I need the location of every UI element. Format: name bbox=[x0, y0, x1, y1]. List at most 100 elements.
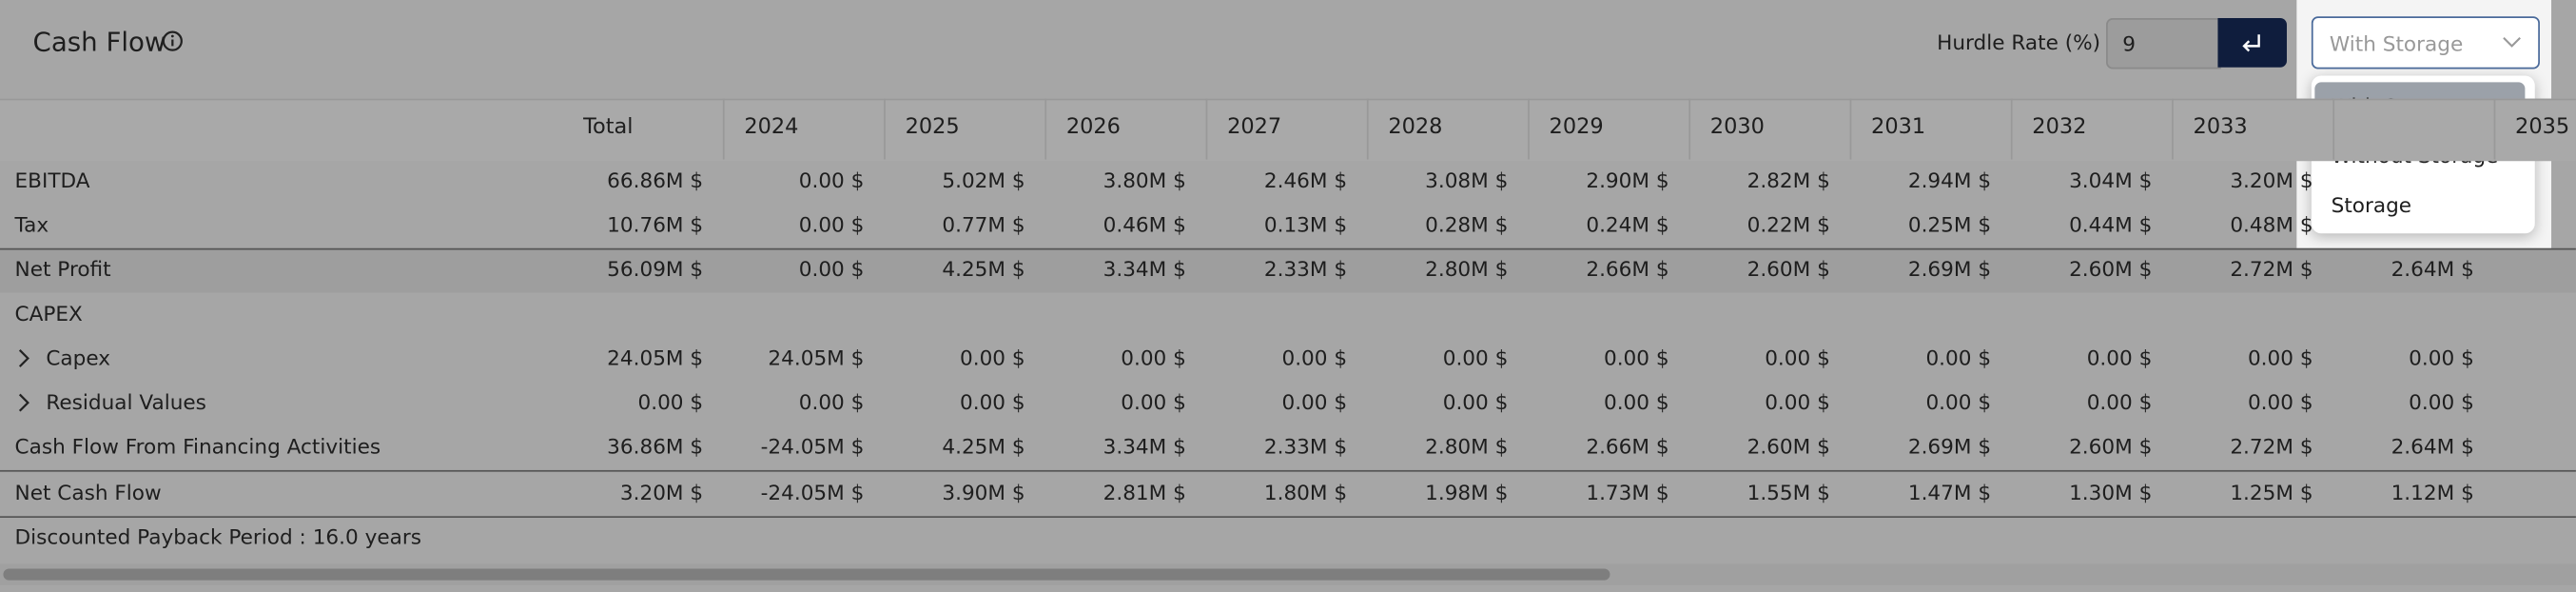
cell-value: 3.80M $ bbox=[1103, 168, 1186, 193]
cell-value: 3.20M $ bbox=[2230, 168, 2313, 193]
row-label: Residual Values bbox=[46, 389, 206, 415]
column-header: 2031 bbox=[1871, 114, 1926, 140]
cell-value: 2.64M $ bbox=[2391, 433, 2474, 459]
column-separator bbox=[2332, 98, 2335, 160]
enter-icon bbox=[2242, 34, 2260, 52]
scrollbar-track bbox=[0, 563, 2576, 585]
cell-value: 0.22M $ bbox=[1747, 211, 1830, 237]
cell-value: 10.76M $ bbox=[607, 211, 704, 237]
cell-value: 4.25M $ bbox=[942, 433, 1025, 459]
column-separator bbox=[722, 98, 725, 160]
cell-value: 2.72M $ bbox=[2230, 256, 2313, 282]
cell-value: 0.00 $ bbox=[798, 389, 865, 415]
column-header: 2026 bbox=[1065, 114, 1121, 140]
cell-value: 3.04M $ bbox=[2069, 168, 2153, 193]
column-separator bbox=[1205, 98, 1208, 160]
cell-value: 2.81M $ bbox=[1103, 480, 1186, 505]
cell-value: 0.13M $ bbox=[1263, 211, 1348, 237]
cell-value: 0.00 $ bbox=[2247, 345, 2313, 370]
cell-value: 0.00 $ bbox=[798, 256, 865, 282]
cell-value: 2.33M $ bbox=[1263, 433, 1348, 459]
footer-text: Discounted Payback Period : 16.0 years bbox=[14, 523, 422, 549]
cell-value: 0.00 $ bbox=[2086, 389, 2153, 415]
row-divider bbox=[0, 247, 2576, 250]
cell-value: 1.30M $ bbox=[2069, 480, 2153, 505]
cell-value: 2.60M $ bbox=[1747, 256, 1830, 282]
column-separator bbox=[1849, 98, 1852, 160]
cell-value: 2.69M $ bbox=[1907, 433, 1992, 459]
row-label: Capex bbox=[46, 345, 111, 370]
cell-value: 2.82M $ bbox=[1747, 168, 1830, 193]
net-profit-band bbox=[0, 247, 2576, 293]
cell-value: 2.33M $ bbox=[1263, 256, 1348, 282]
cell-value: 0.00 $ bbox=[1765, 389, 1830, 415]
cell-value: 2.80M $ bbox=[1425, 433, 1509, 459]
column-header: 2024 bbox=[744, 114, 799, 140]
option-label: Storage bbox=[2331, 192, 2412, 217]
row-divider bbox=[0, 516, 2576, 519]
cell-value: 1.12M $ bbox=[2391, 480, 2474, 505]
row-label: EBITDA bbox=[14, 168, 90, 193]
row-label: Net Cash Flow bbox=[14, 480, 162, 505]
column-separator bbox=[2172, 98, 2174, 160]
cell-value: 2.60M $ bbox=[2069, 433, 2153, 459]
panel-title: Cash Flow bbox=[32, 26, 166, 58]
column-header: 2032 bbox=[2032, 114, 2087, 140]
cell-value: 2.64M $ bbox=[2391, 256, 2474, 282]
cell-value: 24.05M $ bbox=[768, 345, 865, 370]
cell-value: 36.86M $ bbox=[607, 433, 704, 459]
cell-value: 1.80M $ bbox=[1263, 480, 1348, 505]
cell-value: 1.73M $ bbox=[1586, 480, 1669, 505]
hurdle-label: Hurdle Rate (%) : bbox=[1937, 30, 2115, 54]
select-value: With Storage bbox=[2329, 30, 2464, 56]
expand-chevron[interactable] bbox=[15, 348, 31, 368]
scrollbar-thumb[interactable] bbox=[3, 568, 1610, 581]
cell-value: 0.46M $ bbox=[1103, 211, 1186, 237]
chevron-down bbox=[2503, 36, 2521, 48]
row-label: Cash Flow From Financing Activities bbox=[14, 433, 381, 459]
column-header: 2035 bbox=[2515, 114, 2570, 140]
cell-value: 0.00 $ bbox=[1442, 345, 1509, 370]
cell-value: 0.00 $ bbox=[1281, 389, 1348, 415]
cell-value: 1.47M $ bbox=[1907, 480, 1992, 505]
cell-value: 0.00 $ bbox=[2247, 389, 2313, 415]
hurdle-value: 9 bbox=[2122, 30, 2137, 56]
cell-value: 3.34M $ bbox=[1103, 433, 1186, 459]
row-divider bbox=[0, 469, 2576, 472]
cell-value: 2.60M $ bbox=[1747, 433, 1830, 459]
cell-value: 0.00 $ bbox=[2086, 345, 2153, 370]
row-label: Tax bbox=[14, 211, 49, 237]
cell-value: 24.05M $ bbox=[607, 345, 704, 370]
cell-value: 2.72M $ bbox=[2230, 433, 2313, 459]
info-icon[interactable] bbox=[161, 30, 184, 52]
cell-value: 2.94M $ bbox=[1907, 168, 1992, 193]
cell-value: 0.00 $ bbox=[1603, 345, 1669, 370]
column-header: 2027 bbox=[1227, 114, 1282, 140]
cell-value: 1.55M $ bbox=[1747, 480, 1830, 505]
column-header: 2030 bbox=[1709, 114, 1765, 140]
expand-chevron[interactable] bbox=[15, 393, 31, 413]
cell-value: 0.25M $ bbox=[1907, 211, 1992, 237]
cell-value: 5.02M $ bbox=[942, 168, 1025, 193]
enter-button[interactable] bbox=[2217, 17, 2287, 68]
cash-flow-table: Total 2024 2025 2026 2027 2028 2029 2030 2031 203… bbox=[0, 98, 2576, 549]
cell-value: 2.66M $ bbox=[1586, 433, 1669, 459]
cell-value: 0.00 $ bbox=[637, 389, 704, 415]
cell-value: -24.05M $ bbox=[760, 433, 865, 459]
column-separator bbox=[1688, 98, 1691, 160]
cell-value: 0.24M $ bbox=[1586, 211, 1669, 237]
cell-value: 2.66M $ bbox=[1586, 256, 1669, 282]
cell-value: 0.00 $ bbox=[1281, 345, 1348, 370]
cell-value: 0.00 $ bbox=[1603, 389, 1669, 415]
cell-value: 0.00 $ bbox=[959, 389, 1025, 415]
column-header: 2028 bbox=[1388, 114, 1443, 140]
column-header: 2029 bbox=[1549, 114, 1604, 140]
column-separator bbox=[2010, 98, 2013, 160]
column-separator bbox=[1044, 98, 1047, 160]
dropdown-option[interactable]: Storage bbox=[2314, 181, 2525, 228]
cell-value: 0.00 $ bbox=[1121, 345, 1186, 370]
storage-select[interactable]: With Storage bbox=[2311, 16, 2540, 69]
cell-value: 2.60M $ bbox=[2069, 256, 2153, 282]
